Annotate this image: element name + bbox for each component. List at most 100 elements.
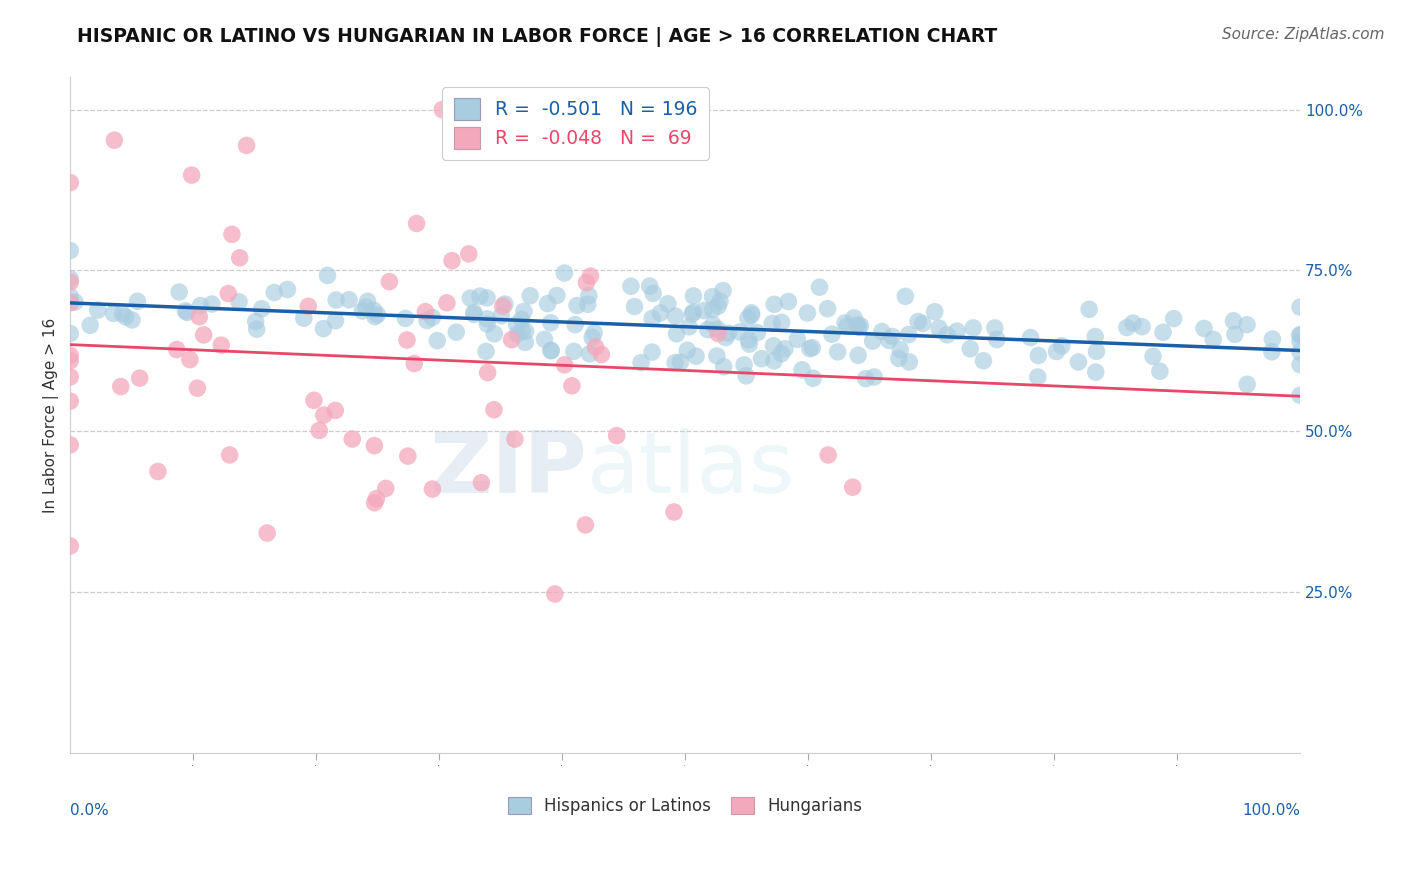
Point (1236, 318, 1258, 332)
Point (1019, 330, 1042, 344)
Point (190, 299, 212, 313)
Point (664, 309, 686, 323)
Point (583, 326, 606, 340)
Point (63, 295, 86, 310)
Point (536, 296, 558, 310)
Point (352, 304, 374, 318)
Point (59, 353, 82, 368)
Point (59, 289, 82, 303)
Point (1289, 345, 1312, 359)
Point (79, 318, 101, 333)
Point (678, 319, 700, 334)
Point (87, 303, 110, 318)
Point (575, 276, 598, 290)
Point (1142, 349, 1164, 363)
Point (180, 168, 202, 182)
Point (713, 359, 735, 374)
Point (630, 356, 652, 370)
Point (574, 517, 596, 532)
Point (228, 251, 250, 265)
Point (827, 344, 849, 359)
Point (620, 279, 643, 293)
Point (366, 308, 388, 322)
Point (747, 326, 769, 340)
Point (564, 127, 586, 141)
Point (707, 299, 730, 313)
Point (682, 289, 704, 303)
Point (354, 300, 377, 314)
Point (1084, 329, 1107, 343)
Point (681, 307, 703, 321)
Point (790, 363, 813, 377)
Point (770, 315, 793, 329)
Point (468, 289, 491, 303)
Point (297, 299, 319, 313)
Point (1045, 344, 1067, 359)
Point (706, 349, 728, 363)
Point (669, 355, 692, 369)
Point (808, 280, 831, 294)
Point (576, 297, 599, 311)
Point (515, 335, 537, 350)
Point (1289, 327, 1312, 342)
Point (356, 294, 378, 309)
Point (166, 343, 188, 357)
Point (325, 314, 347, 328)
Point (436, 296, 458, 310)
Point (751, 351, 773, 366)
Point (585, 340, 607, 354)
Point (440, 253, 463, 268)
Point (763, 354, 786, 368)
Point (128, 371, 150, 385)
Point (1223, 327, 1246, 342)
Point (103, 306, 125, 320)
Text: 100.0%: 100.0% (1241, 804, 1301, 819)
Point (778, 294, 800, 309)
Point (972, 353, 994, 368)
Point (707, 326, 730, 341)
Point (59, 348, 82, 362)
Point (378, 275, 401, 289)
Point (962, 321, 984, 335)
Point (477, 317, 499, 331)
Point (1050, 339, 1073, 353)
Point (179, 352, 201, 367)
Point (415, 304, 437, 318)
Point (770, 346, 793, 360)
Point (711, 284, 734, 298)
Point (364, 310, 387, 324)
Point (312, 408, 335, 422)
Point (342, 432, 364, 446)
Point (894, 289, 917, 303)
Point (404, 357, 426, 371)
Point (59, 438, 82, 452)
Point (188, 310, 211, 324)
Point (1261, 344, 1284, 359)
Point (676, 343, 699, 358)
Point (641, 311, 664, 326)
Point (59, 275, 82, 289)
Point (606, 428, 628, 442)
Point (641, 345, 664, 359)
Point (870, 325, 893, 339)
Point (263, 285, 285, 300)
Point (256, 526, 278, 541)
Point (59, 244, 82, 258)
Point (702, 290, 724, 304)
Point (363, 496, 385, 510)
Point (928, 321, 950, 335)
Point (544, 587, 567, 601)
Point (706, 322, 728, 336)
Text: atlas: atlas (586, 427, 794, 510)
Point (1028, 349, 1050, 363)
Point (638, 279, 661, 293)
Point (209, 338, 232, 352)
Point (292, 311, 315, 326)
Point (562, 344, 585, 359)
Point (1130, 319, 1153, 334)
Point (863, 370, 886, 384)
Point (477, 366, 499, 380)
Point (201, 297, 224, 311)
Point (59, 539, 82, 553)
Point (578, 347, 600, 361)
